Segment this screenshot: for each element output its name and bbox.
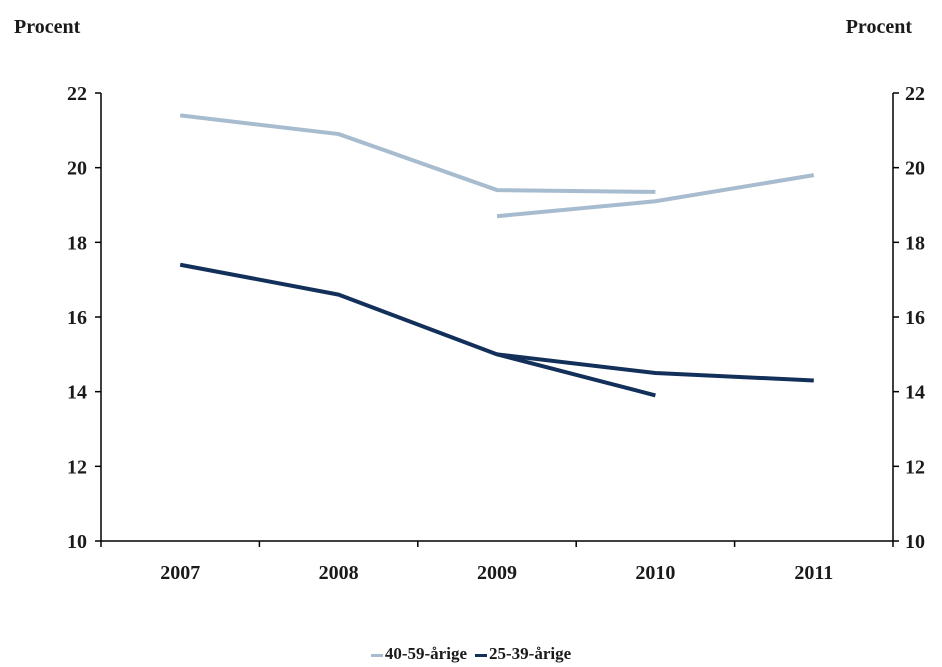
y-tick-label-right: 10 xyxy=(905,531,925,553)
y-tick-label-right: 18 xyxy=(905,232,925,254)
x-tick-label: 2009 xyxy=(477,562,517,584)
y-tick-label-left: 14 xyxy=(67,382,87,404)
x-tick-label: 2011 xyxy=(794,562,833,584)
series-line-1-segment-2 xyxy=(496,173,815,219)
legend-swatch xyxy=(370,653,383,657)
left-axis-unit-label: Procent xyxy=(14,16,81,38)
y-tick-label-right: 16 xyxy=(905,307,925,329)
right-axis-unit-label: Procent xyxy=(845,16,912,38)
y-tick-label-left: 12 xyxy=(67,456,87,478)
legend-label: 40-59-årige xyxy=(384,644,467,663)
y-tick-label-right: 20 xyxy=(905,158,925,180)
y-tick-label-right: 14 xyxy=(905,382,925,404)
x-tick-label: 2008 xyxy=(319,562,359,584)
y-tick-label-right: 22 xyxy=(905,83,925,105)
legend-item: 40-59-årige xyxy=(370,644,467,664)
x-tick-label: 2010 xyxy=(635,562,675,584)
legend-item: 25-39-årige xyxy=(475,644,571,664)
legend: 40-59-årige 25-39-årige xyxy=(0,644,942,664)
series-line-1-segment-1 xyxy=(179,113,656,194)
y-tick-label-left: 18 xyxy=(67,232,87,254)
y-tick-label-left: 10 xyxy=(67,531,87,553)
y-tick-label-right: 12 xyxy=(905,456,925,478)
y-tick-label-left: 20 xyxy=(67,158,87,180)
y-tick-label-left: 22 xyxy=(67,83,87,105)
legend-swatch xyxy=(475,653,487,657)
legend-label: 25-39-årige xyxy=(489,644,572,663)
series-line-2-segment-2 xyxy=(496,352,814,383)
series-line-2-segment-1 xyxy=(179,262,656,398)
x-tick-label: 2007 xyxy=(160,562,200,584)
y-tick-label-left: 16 xyxy=(67,307,87,329)
